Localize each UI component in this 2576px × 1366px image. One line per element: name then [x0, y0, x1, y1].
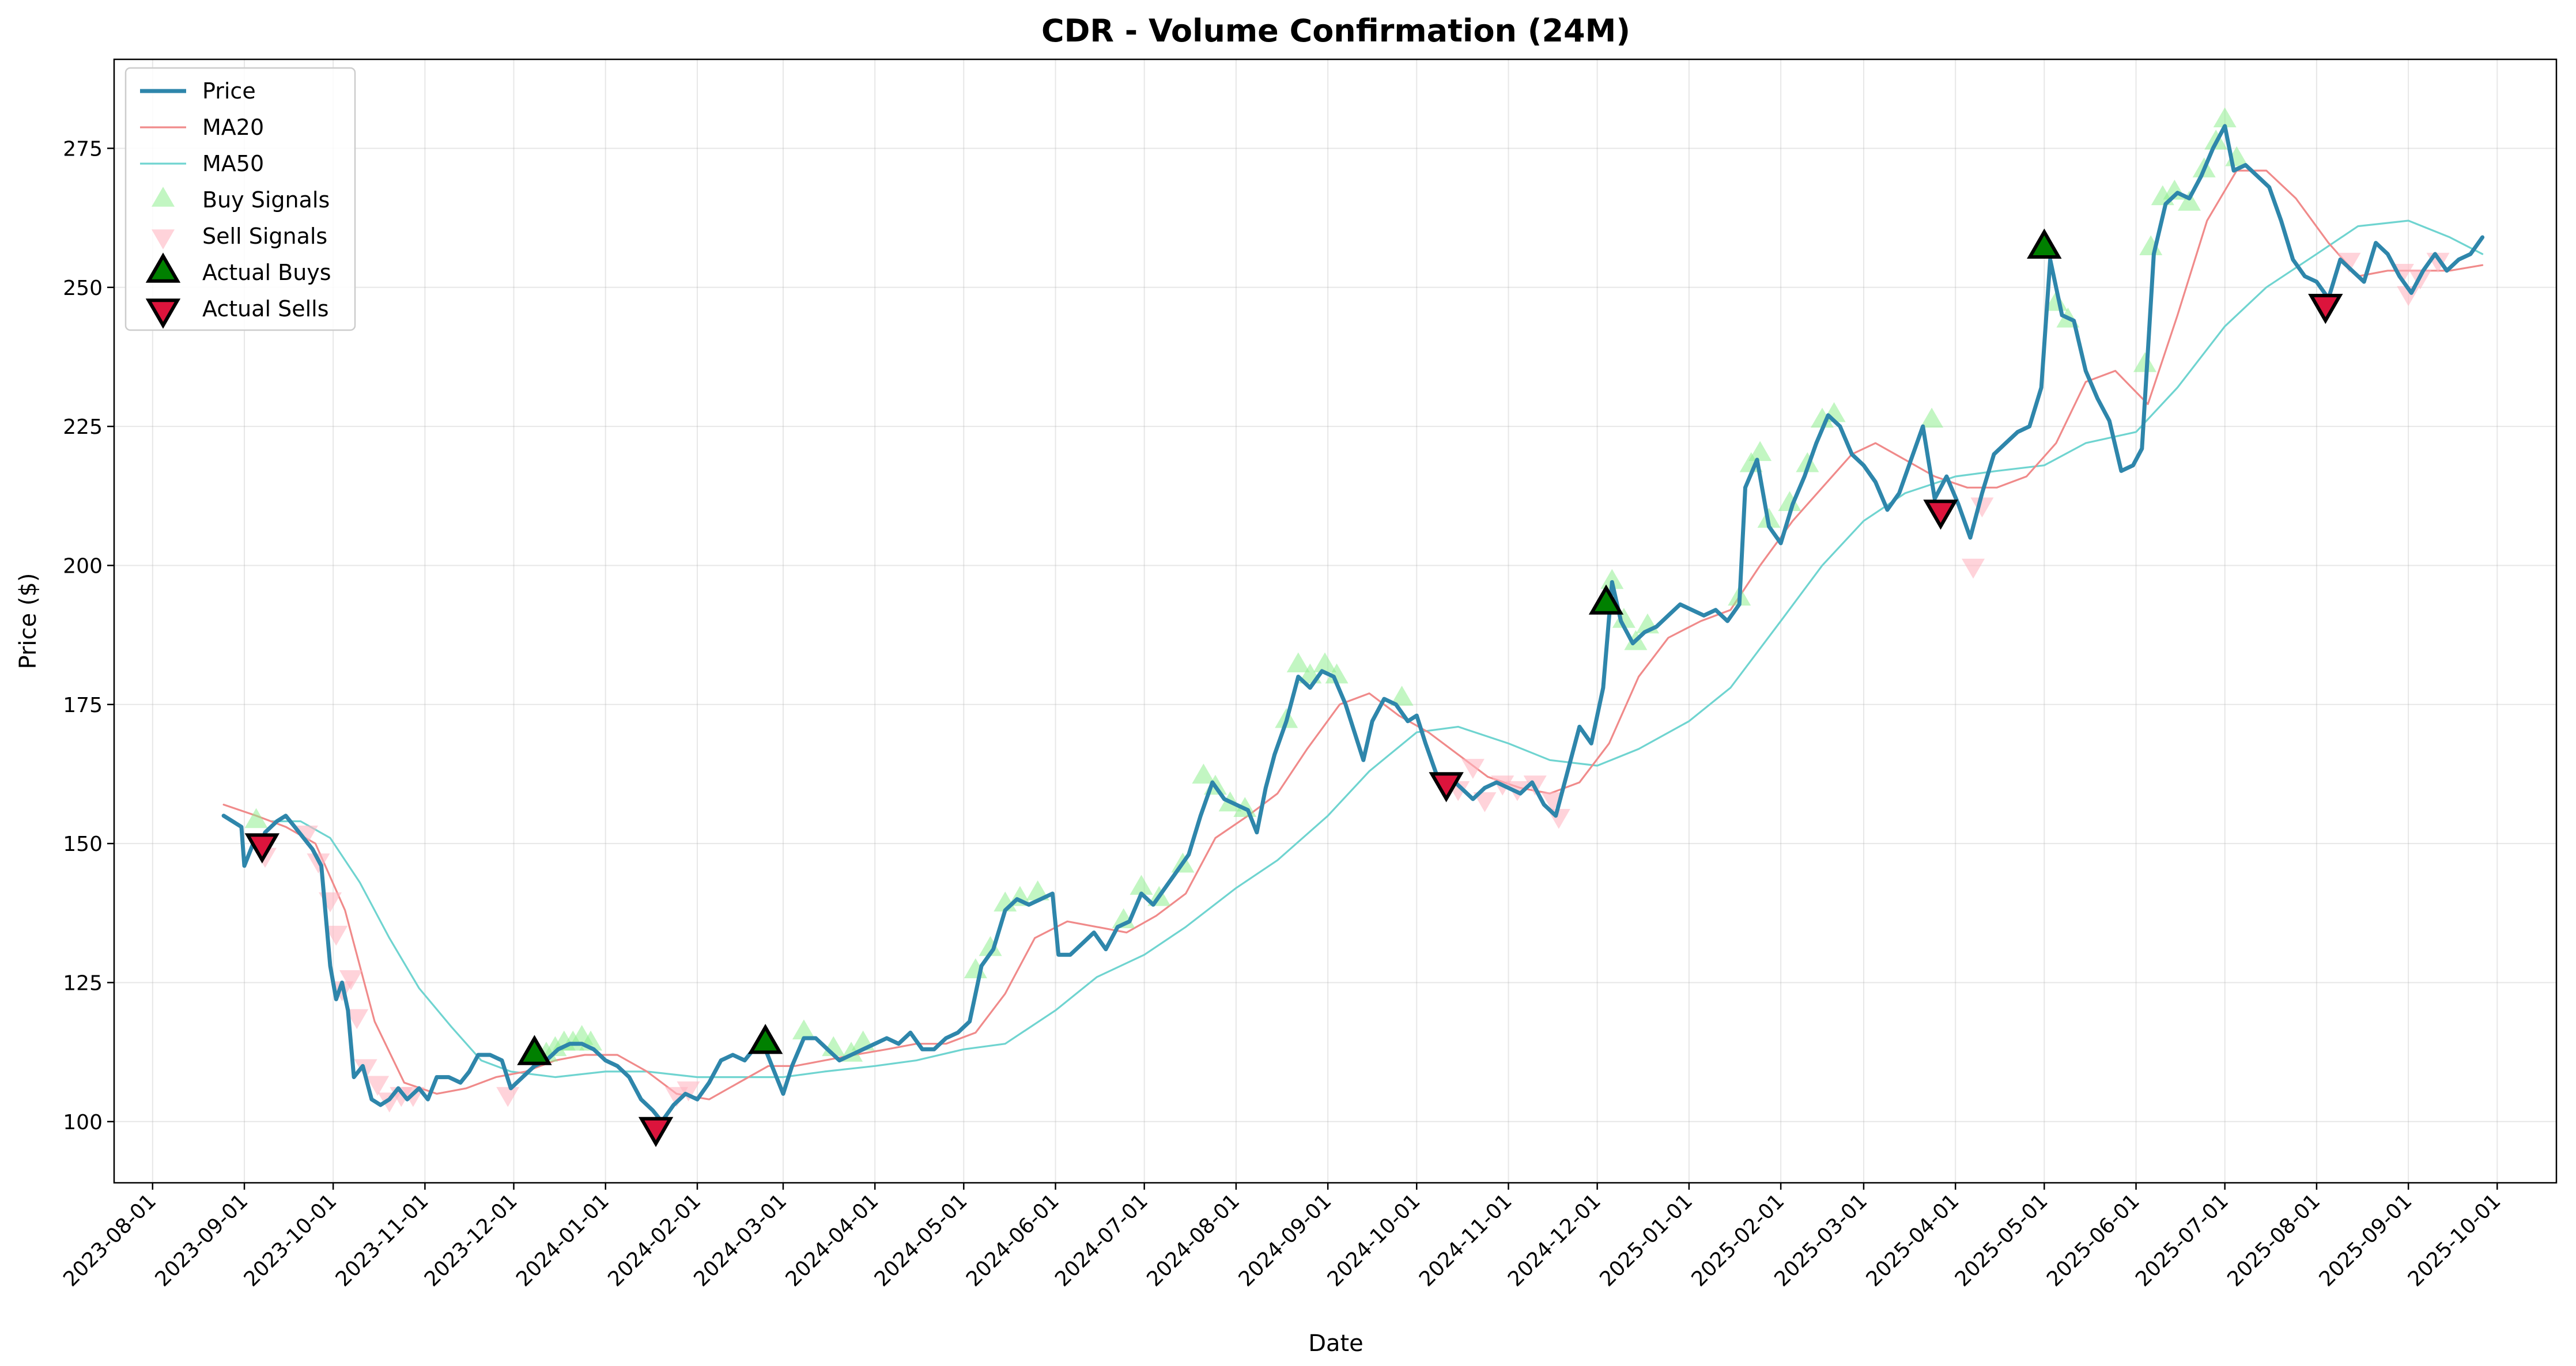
sell-signal-marker	[665, 1087, 689, 1107]
legend-label-ma50: MA50	[202, 151, 264, 176]
sell-signal-marker	[294, 826, 318, 846]
sell-signal-marker	[401, 1087, 425, 1107]
actual-sell-marker	[1923, 500, 1958, 530]
buy-signal-marker	[1192, 763, 1215, 784]
y-tick-label: 275	[63, 137, 103, 161]
legend-label-sell-signals: Sell Signals	[202, 224, 327, 249]
sell-signal-marker	[345, 1009, 369, 1030]
actual-sell-marker	[244, 833, 280, 864]
sell-signal-marker	[496, 1087, 520, 1107]
buy-signal-marker	[1026, 880, 1049, 900]
y-axis: 100 125 150 175 200 225 250 275	[63, 137, 114, 1134]
legend-label-ma20: MA20	[202, 115, 264, 140]
ma50-line	[270, 220, 2484, 1079]
legend-swatch-sell-signals	[152, 229, 175, 249]
actual-buy-marker	[517, 1035, 552, 1065]
buy-signal-marker	[1778, 491, 1801, 512]
price-line	[221, 124, 2485, 1124]
y-tick-label: 250	[63, 277, 103, 300]
sell-signal-marker	[1970, 497, 1994, 518]
actual-buy-marker	[747, 1024, 783, 1054]
sell-signal-marker	[377, 1092, 401, 1113]
actual-sell-marker	[638, 1117, 674, 1148]
buy-signal-marker	[2133, 352, 2156, 372]
y-tick-label: 200	[63, 554, 103, 578]
actual-buy-marker	[2027, 228, 2062, 259]
sell-signal-marker	[339, 970, 362, 990]
sell-signal-marker	[366, 1076, 390, 1096]
buy-signal-marker	[2178, 191, 2201, 211]
buy-signal-marker	[1920, 407, 1944, 428]
legend-label-actual-buys: Actual Buys	[202, 260, 331, 285]
sell-signal-marker	[1461, 759, 1485, 779]
y-tick-label: 225	[63, 415, 103, 439]
buy-signal-marker	[244, 808, 268, 828]
legend-box	[124, 67, 356, 331]
y-tick-label: 150	[63, 833, 103, 856]
legend-swatch-actual-sells	[145, 298, 181, 329]
actual-sell-marker	[1429, 772, 1464, 803]
buy-signal-marker	[1811, 407, 1834, 428]
x-axis-label: Date	[1308, 1330, 1363, 1357]
sell-signal-marker	[1962, 558, 1985, 579]
series-layer	[221, 107, 2485, 1148]
buy-signal-marker	[1325, 663, 1349, 684]
buy-signal-marker	[979, 936, 1002, 956]
buy-signal-marker	[1600, 569, 1624, 589]
legend-swatch-buy-signals	[152, 187, 175, 207]
sell-signal-marker	[2337, 252, 2361, 273]
y-tick-label: 100	[63, 1111, 103, 1134]
buy-signal-marker	[1390, 686, 1414, 706]
buy-signal-marker	[1286, 652, 1310, 673]
buy-signal-marker	[1748, 441, 1772, 461]
sell-signal-marker	[1541, 792, 1565, 812]
chart-title: CDR - Volume Confirmation (24M)	[1041, 13, 1630, 49]
legend-label-buy-signals: Buy Signals	[202, 187, 330, 213]
legend: Price MA20 MA50 Buy Signals Sell Signals Actu…	[124, 67, 356, 331]
actual-sell-marker	[2308, 294, 2343, 324]
y-axis-label: Price ($)	[15, 573, 41, 669]
buy-signal-marker	[1612, 608, 1636, 628]
plot-frame	[113, 58, 2558, 1184]
sell-signal-marker	[677, 1081, 700, 1102]
sell-signal-marker	[324, 925, 348, 946]
buy-signal-marker	[1130, 875, 1153, 895]
sell-signal-marker	[1473, 792, 1497, 812]
buy-signal-marker	[1313, 652, 1337, 673]
legend-label-actual-sells: Actual Sells	[202, 296, 329, 321]
y-tick-label: 175	[63, 694, 103, 717]
sell-signal-marker	[354, 1059, 377, 1080]
buy-signal-marker	[2213, 107, 2237, 127]
buy-signal-marker	[792, 1019, 815, 1040]
y-tick-label: 125	[63, 971, 103, 995]
legend-swatch-actual-buys	[145, 252, 181, 283]
actual-buy-marker	[1588, 584, 1624, 615]
legend-label-price: Price	[202, 78, 256, 104]
